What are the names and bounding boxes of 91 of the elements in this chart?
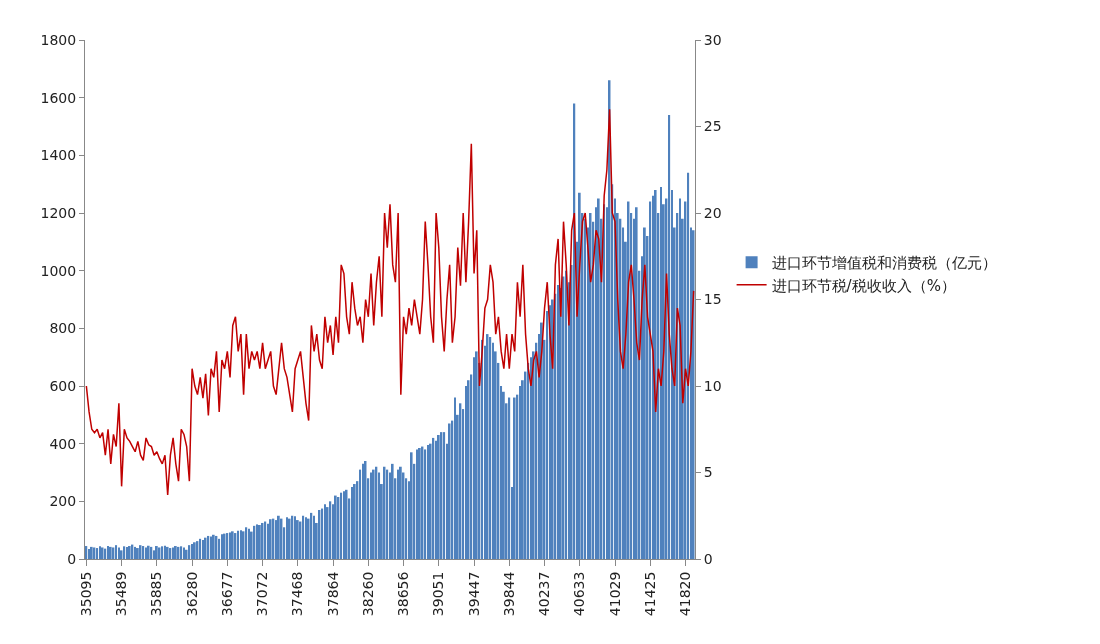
bar [286, 517, 288, 559]
bar [578, 192, 581, 559]
bar [305, 517, 307, 559]
x-tick-label: 37072 [254, 571, 271, 617]
bar [679, 198, 681, 559]
x-tick-label: 36677 [218, 571, 235, 617]
bar [226, 533, 229, 559]
bar [345, 489, 348, 559]
y2-tick-label: 25 [703, 118, 722, 135]
bar [397, 469, 400, 559]
y2-tick-label: 10 [703, 377, 722, 394]
bar [540, 322, 543, 559]
bar [635, 207, 638, 559]
bar [370, 472, 372, 559]
y2-tick-label: 20 [703, 204, 722, 221]
y-tick-label: 1800 [40, 31, 77, 48]
legend-label: 进口环节增值税和消费税（亿元） [771, 254, 997, 273]
bar [565, 270, 568, 559]
y2-tick-label: 0 [703, 550, 713, 567]
bar [324, 504, 326, 559]
bar [88, 548, 90, 559]
bar [597, 198, 600, 559]
bar [123, 546, 126, 559]
bar [557, 285, 559, 559]
bar [643, 227, 646, 559]
bar [687, 172, 690, 559]
bar [654, 189, 657, 559]
bar [221, 534, 223, 559]
bar [153, 550, 156, 559]
y-tick-label: 800 [49, 320, 77, 337]
bar [589, 213, 592, 559]
x-tick-label: 35489 [113, 571, 130, 617]
y-tick-label: 1200 [40, 204, 77, 221]
bar [223, 533, 226, 559]
x-tick-label: 37468 [289, 571, 306, 617]
x-tick-label: 37864 [324, 571, 341, 617]
bar [340, 492, 343, 559]
bar [603, 204, 606, 559]
x-tick-label: 40237 [536, 571, 553, 617]
bar [660, 187, 662, 559]
y-tick-label: 200 [49, 493, 77, 510]
y2-tick-label: 5 [703, 464, 713, 481]
bar [85, 546, 88, 559]
bar [229, 532, 231, 559]
y2-tick-label: 15 [703, 291, 722, 308]
bar [183, 547, 185, 559]
bar [164, 545, 166, 559]
x-tick-label: 38656 [395, 571, 412, 617]
bar [248, 528, 250, 559]
x-tick-label: 41029 [606, 571, 623, 617]
bar [692, 230, 695, 559]
line-series [85, 108, 695, 496]
x-tick-label: 39051 [430, 571, 447, 617]
y-tick-label: 600 [49, 377, 77, 394]
x-tick-label: 40633 [571, 571, 588, 617]
bar [427, 445, 429, 559]
x-tick-label: 41820 [677, 571, 694, 617]
bar [126, 546, 128, 559]
y-tick-label: 400 [49, 435, 77, 452]
x-tick-label: 35885 [148, 571, 165, 617]
bar [267, 523, 269, 559]
bar [185, 549, 188, 559]
bar [245, 527, 248, 559]
y-tick-label: 1400 [40, 147, 77, 164]
bar [399, 466, 402, 559]
x-tick-label: 38260 [359, 571, 376, 617]
bar [343, 491, 345, 559]
y-tick-label: 1000 [40, 262, 77, 279]
x-tick-label: 35095 [77, 571, 94, 617]
bar [188, 545, 191, 559]
bar [416, 449, 418, 559]
bar [191, 544, 193, 559]
x-tick-label: 39447 [465, 571, 482, 617]
bar [202, 539, 204, 559]
bar [99, 546, 101, 559]
x-tick-label: 41425 [641, 571, 658, 617]
bar [145, 547, 147, 559]
legend-label: 进口环节税/税收收入（%） [771, 276, 956, 295]
bar [302, 515, 305, 559]
bar [351, 486, 353, 559]
bar [410, 452, 413, 559]
x-tick-label: 36280 [183, 571, 200, 617]
bar [508, 397, 511, 559]
y-tick-label: 0 [67, 550, 77, 567]
bar [329, 501, 332, 559]
bar [475, 351, 478, 559]
x-tick-label: 39844 [500, 571, 517, 617]
y-tick-label: 1600 [40, 89, 77, 106]
bar [454, 397, 456, 559]
bar [391, 463, 394, 559]
y2-tick-label: 30 [703, 31, 722, 48]
